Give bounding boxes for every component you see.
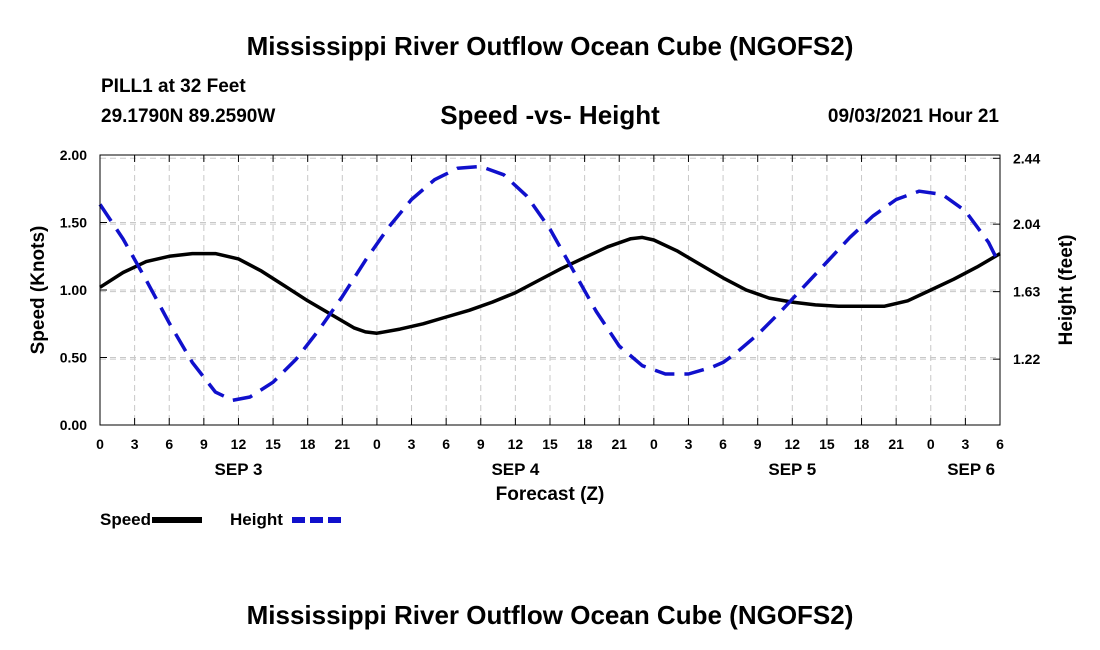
main-title: Mississippi River Outflow Ocean Cube (NG… [246,31,854,61]
x-tick-label: 0 [650,436,658,452]
station-coordinates: 29.1790N 89.2590W [101,106,276,127]
x-tick-label: 21 [611,436,627,452]
x-date-label: SEP 4 [491,460,539,479]
x-tick-label: 15 [819,436,835,452]
y2-axis-title: Height (feet) [1056,235,1077,346]
x-tick-label: 0 [96,436,104,452]
x-tick-label: 18 [854,436,870,452]
x-tick-label: 12 [508,436,524,452]
x-tick-label: 9 [477,436,485,452]
x-tick-label: 3 [408,436,416,452]
station-label: PILL1 at 32 Feet [101,76,246,97]
x-date-label: SEP 5 [768,460,816,479]
x-tick-label: 6 [996,436,1004,452]
x-tick-label: 6 [719,436,727,452]
x-tick-label: 21 [888,436,904,452]
x-axis-title: Forecast (Z) [496,484,605,505]
series-line-speed [99,235,1001,335]
x-tick-label: 3 [131,436,139,452]
x-tick-label: 12 [785,436,801,452]
x-tick-label: 12 [231,436,247,452]
series-line-height [98,164,1002,403]
x-axis: 0 3 6 9 12 15 18 21 0 3 6 9 12 15 18 21 0 3 6 9 12 15 18 21 0 3 6S… [96,155,1004,505]
x-date-label: SEP 6 [947,460,995,479]
legend: Speed Height [100,510,342,529]
x-date-label: SEP 3 [215,460,263,479]
x-tick-label: 0 [373,436,381,452]
y-axis-speed: 0.00 0.50 1.00 1.50 2.00 Speed (Knots) [28,147,107,433]
y2-tick-label: 2.44 [1013,150,1040,166]
footer-title: Mississippi River Outflow Ocean Cube (NG… [246,600,854,630]
y-tick-label: 0.00 [60,417,87,433]
x-tick-label: 6 [442,436,450,452]
x-tick-label: 9 [200,436,208,452]
y2-tick-label: 1.22 [1013,351,1040,367]
x-tick-label: 21 [335,436,351,452]
legend-label-speed: Speed [100,510,151,529]
x-tick-label: 0 [927,436,935,452]
grid-lines [99,154,1001,426]
x-tick-label: 18 [300,436,316,452]
y-tick-label: 1.50 [60,215,87,231]
y-axis-height: 1.22 1.63 2.04 2.44 Height (feet) [993,150,1077,367]
x-tick-label: 3 [685,436,693,452]
y-tick-label: 1.00 [60,282,87,298]
legend-label-height: Height [230,510,283,529]
chart-subtitle: Speed -vs- Height [440,100,660,130]
y-axis-title: Speed (Knots) [28,226,49,355]
y2-tick-label: 2.04 [1013,216,1040,232]
x-tick-label: 18 [577,436,593,452]
forecast-datetime: 09/03/2021 Hour 21 [827,106,999,127]
x-tick-label: 15 [265,436,281,452]
x-tick-label: 9 [754,436,762,452]
y-tick-label: 0.50 [60,350,87,366]
x-tick-label: 6 [165,436,173,452]
x-tick-label: 15 [542,436,558,452]
x-tick-label: 3 [961,436,969,452]
y-tick-label: 2.00 [60,147,87,163]
y2-tick-label: 1.63 [1013,284,1040,300]
